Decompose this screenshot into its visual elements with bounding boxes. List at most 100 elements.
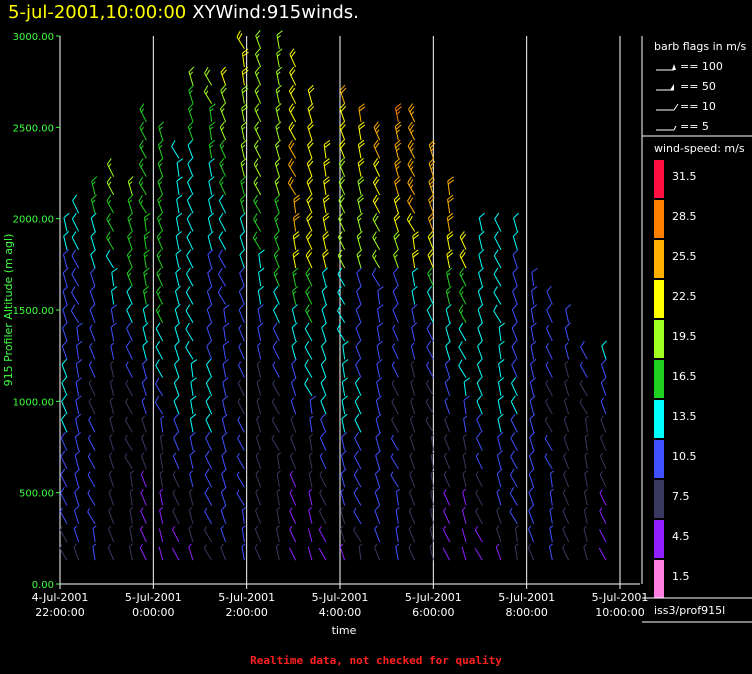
wind-barb xyxy=(321,267,328,287)
wind-barb xyxy=(189,413,197,433)
wind-barb xyxy=(446,231,454,250)
wind-barb xyxy=(376,358,383,378)
wind-barb xyxy=(309,415,314,433)
wind-barb xyxy=(108,470,115,488)
wind-barb xyxy=(190,377,197,396)
wind-barb xyxy=(322,249,329,269)
wind-barb xyxy=(220,504,227,524)
wind-barb xyxy=(292,267,299,287)
wind-barb xyxy=(494,212,502,232)
wind-barb xyxy=(257,304,264,323)
wind-barb xyxy=(391,398,399,415)
wind-barb xyxy=(143,249,150,269)
wind-barb xyxy=(223,322,230,342)
wind-barb xyxy=(409,470,416,488)
wind-barb xyxy=(171,140,180,159)
wind-barb xyxy=(92,543,97,561)
wind-barb xyxy=(63,231,70,250)
wind-barb xyxy=(241,85,249,104)
wind-barb xyxy=(341,431,348,451)
wind-barb xyxy=(160,415,165,433)
wind-barb xyxy=(321,340,327,360)
wind-barb xyxy=(139,121,147,141)
wind-barb xyxy=(320,377,327,397)
quality-notice: Realtime data, not checked for quality xyxy=(250,654,502,667)
wind-barb xyxy=(240,194,246,214)
wind-barb xyxy=(273,285,280,305)
wind-barb xyxy=(493,267,502,287)
wind-barb xyxy=(209,103,216,122)
wind-barb xyxy=(217,286,227,305)
x-tick-date: 5-Jul-2001 xyxy=(218,591,275,604)
wind-barb xyxy=(255,452,262,470)
wind-barb xyxy=(319,452,327,470)
wind-barb xyxy=(410,342,416,360)
wind-barb xyxy=(204,507,213,524)
wind-barb xyxy=(89,324,96,342)
wind-barb xyxy=(357,194,364,214)
wind-barb xyxy=(203,85,213,104)
wind-barb xyxy=(461,507,467,524)
wind-barb xyxy=(463,395,470,415)
wind-barb xyxy=(353,468,362,488)
wind-barb xyxy=(90,249,96,269)
wind-barb xyxy=(395,103,402,122)
wind-barb xyxy=(111,267,118,287)
wind-barb xyxy=(412,231,420,250)
wind-barb xyxy=(240,176,247,196)
wind-barb xyxy=(411,285,418,305)
wind-barb xyxy=(255,48,262,68)
wind-barb xyxy=(493,249,502,269)
wind-barb xyxy=(71,212,80,232)
wind-barb xyxy=(475,471,483,488)
wind-barb xyxy=(511,304,518,323)
wind-barb xyxy=(322,194,330,214)
wind-barb xyxy=(129,543,133,561)
colorbar-label: 4.5 xyxy=(672,530,690,543)
wind-barb xyxy=(274,176,281,196)
wind-barb xyxy=(395,507,400,524)
wind-barb xyxy=(336,322,346,342)
wind-barb xyxy=(409,434,416,451)
wind-barb xyxy=(600,377,607,397)
wind-barb xyxy=(372,213,381,232)
wind-barb xyxy=(60,413,68,433)
wind-barb xyxy=(408,525,416,543)
wind-barb xyxy=(394,176,401,196)
wind-barb xyxy=(545,343,553,360)
wind-barb xyxy=(173,395,180,415)
wind-barb xyxy=(530,358,537,378)
wind-barb xyxy=(108,525,115,543)
wind-barb xyxy=(186,267,194,287)
wind-barb xyxy=(62,267,69,287)
wind-barb xyxy=(510,432,518,451)
wind-barb xyxy=(531,286,538,305)
wind-barb xyxy=(254,66,262,86)
wind-barb xyxy=(271,416,280,433)
wind-barb xyxy=(564,342,570,360)
wind-barb xyxy=(429,525,434,543)
wind-barb xyxy=(71,286,80,305)
wind-barb xyxy=(514,543,519,561)
wind-barb xyxy=(407,121,416,141)
wind-barb xyxy=(339,525,346,543)
wind-barb xyxy=(392,267,399,287)
wind-barb xyxy=(206,285,213,305)
wind-barb xyxy=(110,360,115,378)
wind-barb xyxy=(292,285,299,305)
wind-barb xyxy=(510,413,518,433)
wind-barb xyxy=(291,304,298,323)
wind-barb xyxy=(430,488,435,506)
wind-barb xyxy=(236,471,245,488)
wind-barb xyxy=(76,322,83,342)
barb-legend-item-5: == 5 xyxy=(656,120,709,133)
wind-barb xyxy=(511,377,518,397)
wind-barb xyxy=(494,231,502,250)
wind-barb xyxy=(497,413,504,433)
wind-barb xyxy=(139,139,147,159)
wind-barb xyxy=(223,304,230,323)
wind-barb xyxy=(425,398,434,415)
wind-barb xyxy=(220,66,228,86)
wind-barb xyxy=(207,249,214,269)
wind-barb xyxy=(62,249,69,269)
